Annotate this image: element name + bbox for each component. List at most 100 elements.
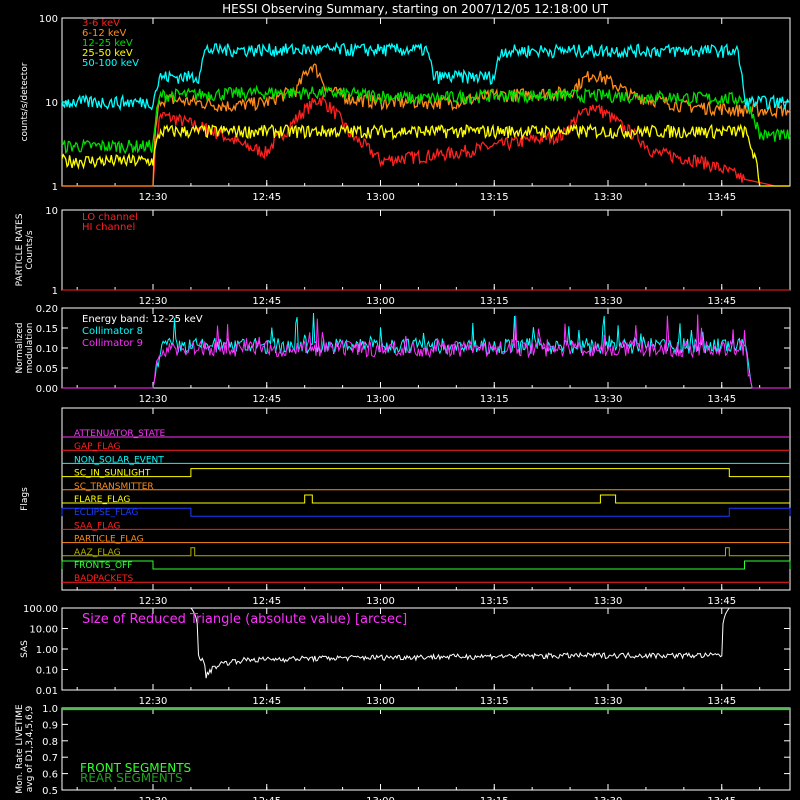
- flag-label-3: SC_IN_SUNLIGHT: [74, 469, 151, 479]
- x-tick-label: 13:45: [707, 696, 736, 707]
- flag-line-9: [62, 547, 790, 557]
- x-tick-label: 13:45: [707, 394, 736, 405]
- y-tick-label: 0.05: [36, 364, 58, 375]
- flag-label-9: AAZ_FLAG: [74, 548, 121, 558]
- y-tick-label: 1.0: [42, 704, 58, 715]
- y-axis-label-2: Normalized: [15, 322, 25, 373]
- y-tick-label: 0.10: [36, 344, 58, 355]
- x-tick-label: 13:15: [480, 596, 509, 607]
- flag-label-11: BADPACKETS: [74, 574, 133, 584]
- flag-label-4: SC_TRANSMITTER: [74, 482, 154, 492]
- y-tick-label: 10: [45, 98, 58, 109]
- y-tick-label: 0.9: [42, 720, 58, 731]
- panel-frame-3: [61, 407, 791, 591]
- y-axis-label-5: Mon. Rate LIVETIME: [15, 704, 25, 794]
- y-tick-label: 0.00: [36, 384, 58, 395]
- x-tick-label: 13:30: [594, 296, 623, 307]
- legend-entry-0-4: 50-100 keV: [82, 58, 139, 69]
- x-tick-label: 13:30: [594, 192, 623, 203]
- series-line-0-0: [62, 95, 790, 187]
- legend-entry-1-0: LO channel: [82, 212, 138, 223]
- x-tick-label: 12:45: [252, 796, 281, 800]
- x-tick-label: 12:45: [252, 394, 281, 405]
- series-line-0-4: [61, 41, 791, 112]
- x-tick-label: 13:30: [594, 796, 623, 800]
- flag-label-8: PARTICLE_FLAG: [74, 535, 144, 545]
- y-tick-label: 0.7: [42, 753, 58, 764]
- chart-title: HESSI Observing Summary, starting on 200…: [222, 2, 608, 16]
- y-tick-label: 0.5: [42, 786, 58, 797]
- legend-entry-0-2: 12-25 keV: [82, 38, 133, 49]
- series-line-0-1: [62, 63, 791, 187]
- x-tick-label: 12:30: [139, 296, 168, 307]
- energy-band-annotation: Energy band: 12-25 keV: [82, 314, 203, 325]
- x-tick-label: 12:45: [252, 596, 281, 607]
- series-line-4-0: [190, 607, 730, 679]
- x-tick-label: 13:15: [480, 296, 509, 307]
- y-axis-label-4: SAS: [20, 640, 30, 658]
- x-tick-label: 12:45: [252, 296, 281, 307]
- legend-entry-0-0: 3-6 keV: [82, 18, 120, 29]
- flag-label-7: SAA_FLAG: [74, 521, 120, 531]
- x-tick-label: 13:00: [366, 296, 395, 307]
- y-axis-label-1: Counts/s: [25, 230, 35, 269]
- x-tick-label: 13:30: [594, 596, 623, 607]
- y-tick-label: 100.00: [23, 604, 58, 615]
- y-tick-label: 10: [45, 206, 58, 217]
- flag-label-6: ECLIPSE_FLAG: [74, 508, 138, 518]
- x-tick-label: 12:30: [139, 796, 168, 800]
- y-tick-label: 0.8: [42, 737, 58, 748]
- legend-entry-2-1: Collimator 9: [82, 338, 143, 349]
- flag-label-10: FRONTS_OFF: [74, 561, 132, 571]
- y-axis-label-5: avg of D1,3,4,5,6,9: [25, 705, 35, 792]
- panel-frame-5: [61, 707, 791, 791]
- x-tick-label: 13:30: [594, 696, 623, 707]
- legend-entry-2-0: Collimator 8: [82, 326, 143, 337]
- flag-line-10: [61, 560, 791, 570]
- y-axis-label-0: counts/s/detector: [20, 62, 30, 141]
- x-tick-label: 13:00: [366, 796, 395, 800]
- x-tick-label: 13:15: [480, 796, 509, 800]
- x-tick-label: 13:15: [480, 394, 509, 405]
- x-tick-label: 12:30: [139, 192, 168, 203]
- x-tick-label: 13:00: [366, 696, 395, 707]
- x-tick-label: 13:45: [707, 192, 736, 203]
- y-tick-label: 0.15: [36, 324, 58, 335]
- flag-label-2: NON_SOLAR_EVENT: [74, 455, 164, 465]
- y-tick-label: 100: [39, 14, 58, 25]
- flag-label-1: GAP_FLAG: [74, 442, 120, 452]
- x-tick-label: 12:30: [139, 696, 168, 707]
- x-tick-label: 12:45: [252, 696, 281, 707]
- y-tick-label: 1: [52, 286, 58, 297]
- y-tick-label: 0.10: [36, 666, 58, 677]
- series-line-2-1: [62, 314, 790, 389]
- x-tick-label: 13:45: [707, 596, 736, 607]
- x-tick-label: 13:00: [366, 394, 395, 405]
- x-tick-label: 13:45: [707, 296, 736, 307]
- y-tick-label: 10.00: [29, 625, 58, 636]
- x-tick-label: 13:15: [480, 192, 509, 203]
- x-tick-label: 13:30: [594, 394, 623, 405]
- x-tick-label: 12:30: [139, 394, 168, 405]
- y-tick-label: 0.6: [42, 770, 58, 781]
- x-tick-label: 12:30: [139, 596, 168, 607]
- y-axis-label-2: modulation: [25, 323, 35, 374]
- flag-line-6: [61, 507, 791, 517]
- series-line-0-3: [61, 123, 790, 187]
- legend-entry-1-1: HI channel: [82, 222, 135, 233]
- flag-label-0: ATTENUATOR_STATE: [74, 429, 166, 439]
- flag-label-5: FLARE_FLAG: [74, 495, 130, 505]
- y-axis-label-1: PARTICLE RATES: [15, 213, 25, 286]
- flag-line-3: [62, 468, 790, 478]
- y-tick-label: 0.01: [36, 686, 58, 697]
- livetime-legend-1: REAR SEGMENTS: [80, 771, 183, 785]
- y-tick-label: 1: [52, 182, 58, 193]
- legend-entry-0-1: 6-12 keV: [82, 28, 126, 39]
- y-tick-label: 1.00: [36, 645, 58, 656]
- y-tick-label: 0.20: [36, 304, 58, 315]
- legend-entry-0-3: 25-50 keV: [82, 48, 133, 59]
- sas-annotation: Size of Reduced Triangle (absolute value…: [82, 612, 407, 627]
- livetime-legend-0: FRONT SEGMENTS: [80, 761, 191, 775]
- panel-frame-1: [61, 209, 791, 291]
